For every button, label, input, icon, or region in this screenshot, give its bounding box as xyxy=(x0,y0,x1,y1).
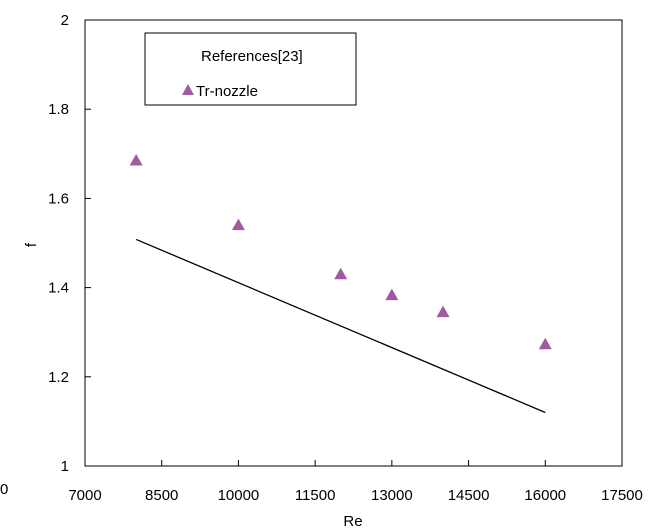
data-point-tr-nozzle xyxy=(334,267,348,280)
data-point-tr-nozzle xyxy=(436,305,450,318)
series-layer xyxy=(129,153,552,414)
y-tick-label: 1.8 xyxy=(48,101,69,118)
legend-header: References[23] xyxy=(201,48,303,65)
data-point-tr-nozzle xyxy=(538,337,552,350)
y-tick-label: 1.2 xyxy=(48,369,69,386)
reference-line xyxy=(135,238,546,414)
y-tick-label: 2 xyxy=(61,12,69,29)
legend-box xyxy=(144,32,357,106)
y-axis-title: f xyxy=(23,242,40,247)
x-axis-title: Re xyxy=(343,513,362,530)
y-tick-label: 1.6 xyxy=(48,190,69,207)
data-point-tr-nozzle xyxy=(231,218,245,231)
x-tick-label: 14500 xyxy=(448,487,490,504)
legend: References[23] Tr-nozzle xyxy=(144,32,357,106)
y-axis-ticks: 1 1.2 1.4 1.6 1.8 2 xyxy=(48,12,91,475)
x-tick-label: 8500 xyxy=(145,487,178,504)
x-tick-label: 7000 xyxy=(68,487,101,504)
legend-marker-triangle xyxy=(182,84,194,95)
x-tick-label: 13000 xyxy=(371,487,413,504)
data-point-tr-nozzle xyxy=(385,288,399,301)
legend-entry-tr-nozzle: Tr-nozzle xyxy=(196,83,258,100)
data-point-tr-nozzle xyxy=(129,153,143,166)
x-tick-label: 16000 xyxy=(524,487,566,504)
x-tick-label: 10000 xyxy=(218,487,260,504)
y-tick-label: 1.4 xyxy=(48,280,69,297)
y-tick-label: 1 xyxy=(61,458,69,475)
stray-axis-label: 0 xyxy=(0,481,8,498)
x-tick-label: 11500 xyxy=(295,487,336,504)
x-axis-ticks: 7000 8500 10000 11500 13000 14500 16000 17500 xyxy=(68,460,643,504)
x-tick-label: 17500 xyxy=(601,487,643,504)
